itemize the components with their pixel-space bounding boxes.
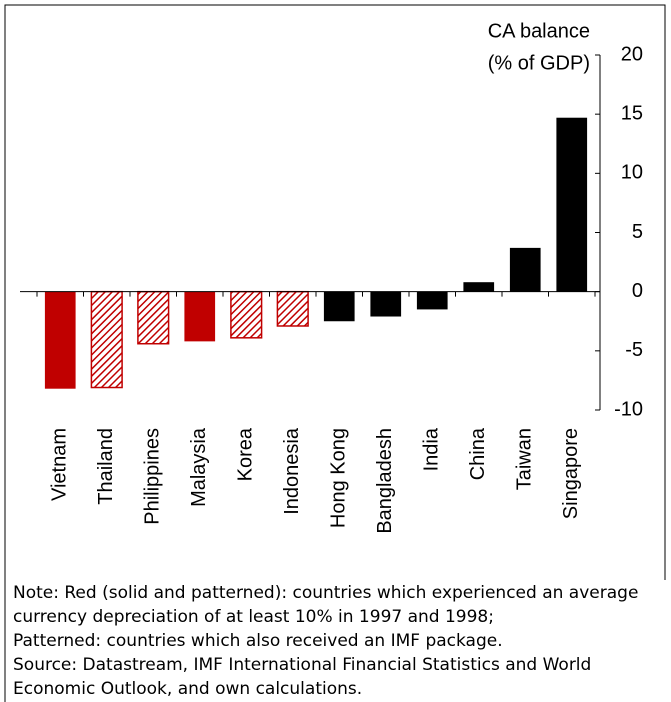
y-tick-label: 20 — [621, 43, 643, 65]
y-tick-label: 5 — [632, 221, 643, 243]
bar — [276, 290, 309, 327]
note: Economic Outlook, and own calculations. — [13, 679, 362, 699]
bar — [370, 291, 402, 317]
bar — [90, 290, 123, 389]
axis-title: CA balance — [488, 20, 590, 42]
note: Source: Datastream, IMF International Fi… — [13, 655, 591, 675]
note: Patterned: countries which also received… — [13, 631, 503, 651]
y-tick-label: 10 — [621, 162, 643, 184]
y-tick-label: -5 — [625, 339, 643, 361]
bar — [184, 291, 216, 342]
x-tick-label: India — [421, 427, 443, 471]
x-tick-label: Korea — [235, 427, 257, 481]
x-tick-label: Malaysia — [188, 427, 210, 507]
y-tick-label: 15 — [621, 102, 643, 124]
x-tick-label: Hong Kong — [328, 428, 350, 528]
x-tick-label: China — [467, 427, 489, 480]
bar — [230, 290, 263, 339]
bar — [137, 290, 170, 345]
x-tick-label: Singapore — [560, 428, 582, 519]
bar — [416, 291, 448, 310]
note: currency depreciation of at least 10% in… — [13, 607, 494, 627]
bar — [556, 117, 588, 292]
frame — [4, 4, 666, 702]
x-tick-label: Philippines — [142, 428, 164, 525]
x-tick-label: Vietnam — [49, 428, 71, 501]
x-tick-label: Thailand — [95, 428, 117, 505]
x-tick-label: Indonesia — [281, 427, 303, 515]
bar — [323, 291, 355, 322]
y-tick-label: 0 — [632, 280, 643, 302]
x-tick-label: Taiwan — [514, 428, 536, 490]
x-tick-label: Bangladesh — [374, 428, 396, 534]
bar — [463, 282, 495, 292]
bar — [44, 291, 76, 389]
bar — [509, 247, 541, 292]
y-tick-label: -10 — [614, 398, 643, 420]
note: Note: Red (solid and patterned): countri… — [13, 583, 638, 603]
axis-title: (% of GDP) — [488, 52, 590, 74]
